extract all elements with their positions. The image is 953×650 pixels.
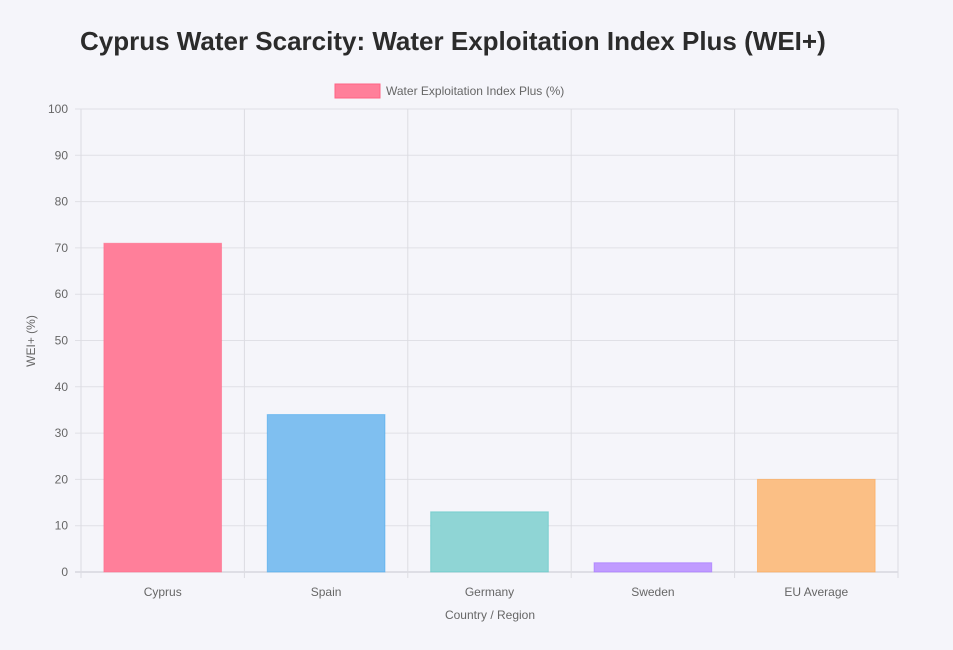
y-tick-label: 40 xyxy=(55,380,69,394)
y-tick-label: 30 xyxy=(55,426,69,440)
bar-sweden[interactable] xyxy=(593,562,713,573)
bar-cyprus[interactable] xyxy=(103,242,223,573)
y-tick-label: 60 xyxy=(55,287,69,301)
chart-title: Cyprus Water Scarcity: Water Exploitatio… xyxy=(80,26,826,56)
y-axis-title: WEI+ (%) xyxy=(24,315,38,367)
x-tick-label: Sweden xyxy=(631,585,674,599)
x-axis-title: Country / Region xyxy=(445,608,535,622)
y-tick-label: 80 xyxy=(55,195,69,209)
bars xyxy=(103,242,876,573)
x-tick-label: Germany xyxy=(465,585,514,599)
x-tick-label: Cyprus xyxy=(144,585,182,599)
y-tick-label: 90 xyxy=(55,148,69,162)
y-tick-label: 20 xyxy=(55,472,69,486)
y-tick-label: 10 xyxy=(55,519,69,533)
legend-swatch xyxy=(334,83,381,99)
y-tick-label: 100 xyxy=(48,102,68,116)
legend[interactable]: Water Exploitation Index Plus (%) xyxy=(334,83,564,99)
x-axis-ticks: Cyprus Spain Germany Sweden EU Average xyxy=(144,585,849,599)
x-tick-label: Spain xyxy=(311,585,342,599)
bar-eu-average[interactable] xyxy=(756,478,876,573)
y-axis-ticks: 0 10 20 30 40 50 60 70 80 90 100 xyxy=(48,102,68,579)
y-tick-label: 0 xyxy=(61,565,68,579)
y-tick-label: 70 xyxy=(55,241,69,255)
x-tick-label: EU Average xyxy=(784,585,848,599)
bar-germany[interactable] xyxy=(430,511,549,573)
y-tick-label: 50 xyxy=(55,334,69,348)
bar-spain[interactable] xyxy=(266,414,386,573)
legend-label: Water Exploitation Index Plus (%) xyxy=(386,84,564,98)
